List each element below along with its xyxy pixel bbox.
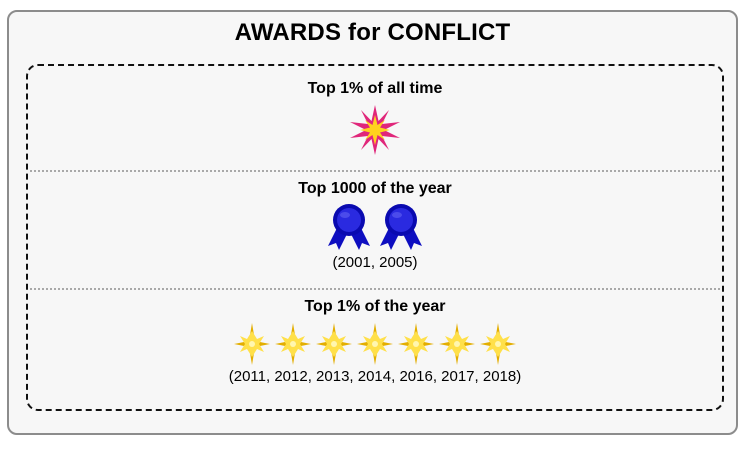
gold-star-icon: [480, 323, 516, 365]
gold-star-icon: [275, 323, 311, 365]
ribbon-award-icon: [380, 204, 422, 250]
section-title: Top 1% of the year: [304, 298, 446, 315]
award-section-all-time: Top 1% of all time: [28, 80, 722, 156]
gold-star-icon: [357, 323, 393, 365]
awards-card: AWARDS for CONFLICT Top 1% of all time T…: [7, 10, 738, 435]
section-divider: [30, 288, 720, 290]
gold-star-icon: [316, 323, 352, 365]
award-icons: [28, 202, 722, 252]
ribbon-award-icon: [328, 204, 370, 250]
section-title: Top 1000 of the year: [298, 180, 452, 197]
award-section-top-1-percent-year: Top 1% of the year: [28, 298, 722, 385]
award-icons: [28, 322, 722, 366]
starburst-icon: [350, 105, 400, 155]
page-title: AWARDS for CONFLICT: [234, 19, 511, 46]
awards-panel: Top 1% of all time Top 1000 of the year: [26, 64, 724, 411]
award-icons: [28, 104, 722, 156]
section-divider: [30, 170, 720, 172]
award-years: (2001, 2005): [332, 254, 418, 271]
award-years: (2011, 2012, 2013, 2014, 2016, 2017, 201…: [228, 368, 522, 385]
section-title: Top 1% of all time: [307, 80, 443, 97]
award-section-top-1000: Top 1000 of the year (2001, 2005): [28, 180, 722, 271]
gold-star-icon: [439, 323, 475, 365]
gold-star-icon: [398, 323, 434, 365]
gold-star-icon: [234, 323, 270, 365]
